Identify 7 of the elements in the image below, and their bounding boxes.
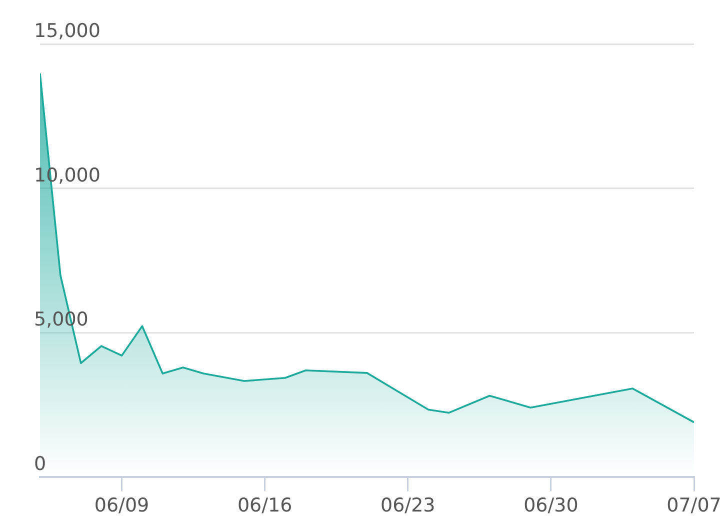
x-tick-label: 07/07 [666,494,722,517]
x-tick-label: 06/23 [380,494,436,517]
y-tick-label: 0 [34,453,46,476]
x-tick-label: 06/16 [237,494,292,517]
x-tick-label: 06/09 [94,494,150,517]
y-tick-label: 15,000 [34,20,100,42]
x-tick-label: 06/30 [524,494,578,517]
